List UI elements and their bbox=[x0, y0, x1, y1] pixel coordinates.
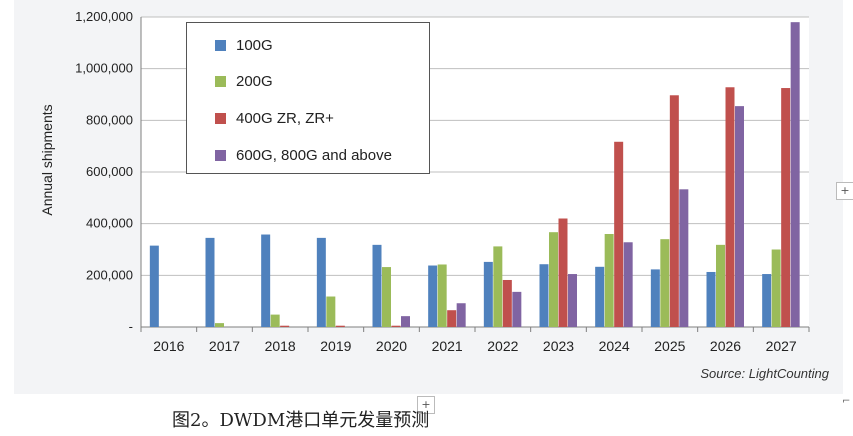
bar-200g-2027 bbox=[771, 249, 781, 327]
y-tick-label: 400,000 bbox=[86, 216, 133, 231]
x-tick-label: 2021 bbox=[432, 338, 463, 354]
x-tick-label: 2027 bbox=[766, 338, 797, 354]
bar-100g-2022 bbox=[483, 261, 493, 327]
y-tick-label: 800,000 bbox=[86, 112, 133, 127]
x-tick-label: 2017 bbox=[209, 338, 240, 354]
x-tick-label: 2020 bbox=[376, 338, 407, 354]
resize-corner-icon[interactable]: ⌐ bbox=[842, 396, 851, 407]
bar-400g-zr-zr--2018 bbox=[280, 325, 290, 327]
bar-400g-zr-zr--2023 bbox=[558, 218, 568, 327]
legend-label-100g: 100G bbox=[236, 36, 273, 54]
chart-legend: 100G 200G 400G ZR, ZR+ 600G, 800G and ab… bbox=[186, 22, 430, 174]
bar-200g-2025 bbox=[660, 239, 670, 327]
bar-200g-2026 bbox=[716, 244, 725, 327]
bar-600g-800g-and-above-2022 bbox=[512, 291, 522, 327]
legend-label-600g: 600G, 800G and above bbox=[236, 146, 392, 164]
legend-swatch-400g bbox=[215, 112, 226, 124]
bar-100g-2017 bbox=[205, 237, 215, 327]
bar-400g-zr-zr--2027 bbox=[781, 88, 791, 328]
legend-label-400g: 400G ZR, ZR+ bbox=[236, 109, 334, 127]
bar-200g-2021 bbox=[437, 264, 447, 327]
bar-100g-2016 bbox=[149, 245, 159, 327]
bar-200g-2024 bbox=[604, 234, 614, 327]
expand-right-plus-icon[interactable]: + bbox=[836, 182, 853, 200]
bar-100g-2018 bbox=[261, 234, 271, 327]
bar-600g-800g-and-above-2020 bbox=[401, 316, 410, 327]
bar-400g-zr-zr--2021 bbox=[447, 310, 457, 327]
x-tick-label: 2022 bbox=[487, 338, 518, 354]
y-tick-label: 600,000 bbox=[86, 164, 133, 179]
bar-100g-2021 bbox=[428, 265, 438, 327]
legend-swatch-200g bbox=[215, 75, 226, 87]
bar-100g-2024 bbox=[595, 266, 605, 327]
bar-400g-zr-zr--2025 bbox=[669, 95, 679, 328]
legend-swatch-600g bbox=[215, 149, 226, 161]
bar-200g-2019 bbox=[326, 296, 336, 327]
legend-item-200g: 200G bbox=[215, 71, 273, 91]
y-tick-label: 1,200,000 bbox=[75, 9, 133, 24]
bar-400g-zr-zr--2026 bbox=[725, 87, 735, 328]
bar-400g-zr-zr--2024 bbox=[614, 141, 624, 327]
legend-item-600g: 600G, 800G and above bbox=[215, 145, 392, 165]
bar-100g-2023 bbox=[539, 264, 549, 327]
legend-item-100g: 100G bbox=[215, 35, 273, 55]
bar-600g-800g-and-above-2027 bbox=[790, 22, 800, 328]
x-tick-label: 2016 bbox=[153, 338, 184, 354]
chart-panel: - 200,000 400,000 600,000 800,000 1,000,000 1,… bbox=[14, 0, 843, 394]
bar-100g-2027 bbox=[762, 274, 772, 327]
bar-400g-zr-zr--2022 bbox=[502, 279, 512, 327]
y-axis-label: Annual shipments bbox=[39, 104, 55, 216]
bar-100g-2026 bbox=[706, 271, 716, 327]
legend-swatch-100g bbox=[215, 39, 226, 51]
y-tick-label: 1,000,000 bbox=[75, 61, 133, 76]
y-tick-label: - bbox=[129, 319, 133, 334]
bar-200g-2023 bbox=[549, 232, 558, 327]
bar-200g-2018 bbox=[270, 314, 280, 327]
x-tick-label: 2019 bbox=[320, 338, 351, 354]
x-tick-label: 2026 bbox=[710, 338, 741, 354]
x-tick-label: 2023 bbox=[543, 338, 574, 354]
bar-200g-2022 bbox=[493, 246, 503, 327]
bar-400g-zr-zr--2020 bbox=[391, 325, 401, 327]
expand-bottom-plus-icon[interactable]: + bbox=[417, 396, 435, 414]
bar-100g-2025 bbox=[650, 269, 660, 327]
bar-200g-2017 bbox=[215, 323, 224, 327]
bar-600g-800g-and-above-2021 bbox=[456, 303, 466, 327]
bar-100g-2020 bbox=[372, 244, 382, 327]
legend-label-200g: 200G bbox=[236, 72, 273, 90]
bar-400g-zr-zr--2019 bbox=[335, 325, 345, 327]
y-tick-label: 200,000 bbox=[86, 267, 133, 282]
bar-200g-2020 bbox=[382, 267, 391, 327]
bar-100g-2019 bbox=[316, 237, 326, 327]
bar-600g-800g-and-above-2023 bbox=[568, 274, 577, 327]
figure-caption: 图2。DWDM港口单元发量预测 bbox=[172, 410, 430, 431]
bar-600g-800g-and-above-2024 bbox=[623, 242, 633, 327]
bar-600g-800g-and-above-2025 bbox=[679, 189, 689, 327]
x-tick-label: 2024 bbox=[599, 338, 630, 354]
chart-source: Source: LightCounting bbox=[700, 366, 829, 381]
legend-item-400g: 400G ZR, ZR+ bbox=[215, 108, 334, 128]
x-tick-label: 2018 bbox=[265, 338, 296, 354]
bar-600g-800g-and-above-2026 bbox=[735, 106, 744, 327]
x-tick-label: 2025 bbox=[654, 338, 685, 354]
